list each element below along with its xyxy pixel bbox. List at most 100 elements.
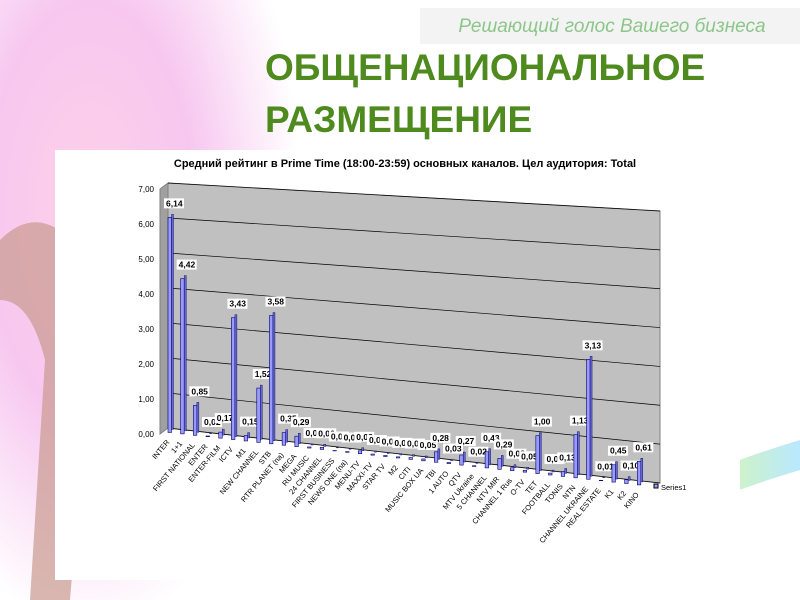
bar xyxy=(408,457,413,460)
y-tick-label: 2,00 xyxy=(138,360,154,369)
value-label: 1,13 xyxy=(572,416,589,426)
bar-side xyxy=(323,444,326,447)
value-label: 0,29 xyxy=(293,417,310,427)
bar-side xyxy=(374,450,377,453)
y-tick-label: 7,00 xyxy=(138,185,154,194)
bar-side xyxy=(615,461,618,480)
value-label: 0,05 xyxy=(407,439,424,449)
y-tick-label: 0,00 xyxy=(138,430,154,439)
value-label-bg xyxy=(214,413,235,424)
value-label-bg xyxy=(379,436,400,447)
value-label-bg xyxy=(341,432,362,443)
bar-side xyxy=(627,476,631,481)
bar-side xyxy=(386,452,390,454)
bar xyxy=(522,469,527,473)
value-label-bg xyxy=(176,259,197,270)
bar-side xyxy=(412,454,415,457)
bar-side xyxy=(272,312,276,441)
value-label: 0,28 xyxy=(432,433,449,443)
value-label-bg xyxy=(202,416,223,427)
value-label: 0,35 xyxy=(280,414,297,424)
bar xyxy=(218,431,223,439)
bar xyxy=(180,278,185,435)
value-label: 0,13 xyxy=(559,452,576,462)
bar-side xyxy=(501,455,504,467)
value-label-bg xyxy=(569,415,590,426)
bar-side xyxy=(183,275,187,432)
value-label-bg xyxy=(417,439,438,450)
bar-side xyxy=(539,432,542,471)
bar xyxy=(307,446,312,449)
bar xyxy=(421,458,426,462)
value-label: 0,08 xyxy=(508,449,525,459)
value-label: 0,01 xyxy=(331,432,348,442)
bar xyxy=(231,317,236,440)
bar-side xyxy=(424,455,428,459)
value-label-bg xyxy=(519,451,540,462)
bar xyxy=(560,471,566,477)
value-label-bg xyxy=(366,435,387,446)
y-tick-label: 6,00 xyxy=(138,220,154,229)
bar xyxy=(396,456,401,459)
value-label: 1,52 xyxy=(255,369,272,379)
bar-side xyxy=(526,467,529,470)
value-label-bg xyxy=(189,386,210,397)
value-label: 0,03 xyxy=(445,444,462,454)
grid-line xyxy=(167,357,661,406)
grid-line xyxy=(167,217,661,251)
value-label: 3,13 xyxy=(585,340,602,350)
value-label-bg xyxy=(227,298,248,309)
value-label-bg xyxy=(455,435,476,446)
bar-side xyxy=(551,469,555,473)
value-label: 1,00 xyxy=(534,417,551,427)
bar-side xyxy=(513,464,517,468)
bar-side xyxy=(437,448,441,460)
bar-side xyxy=(196,402,200,433)
value-label-bg xyxy=(544,454,565,465)
bar xyxy=(484,451,489,469)
value-label-bg xyxy=(316,428,337,439)
bar-side xyxy=(577,431,580,476)
value-label: 0,10 xyxy=(623,461,640,471)
grid-line xyxy=(167,287,661,328)
value-label: 0,03 xyxy=(369,435,386,445)
bar xyxy=(586,359,591,480)
value-label-bg xyxy=(506,448,527,459)
bar xyxy=(611,464,616,483)
bar xyxy=(319,446,325,450)
bar xyxy=(459,454,464,466)
value-label-bg xyxy=(595,461,616,472)
bar-side xyxy=(640,458,644,483)
value-label-bg xyxy=(278,413,299,424)
y-tick-label: 5,00 xyxy=(138,255,154,264)
value-label: 0,27 xyxy=(458,436,475,446)
value-label-bg xyxy=(582,340,603,351)
value-label: 0,02 xyxy=(344,433,361,443)
chart-title: Средний рейтинг в Prime Time (18:00-23:5… xyxy=(174,158,636,170)
value-label: 0,85 xyxy=(191,386,208,396)
value-label-bg xyxy=(265,296,286,307)
value-label: 0,43 xyxy=(483,433,500,443)
value-label: 0,05 xyxy=(547,454,564,464)
bar-side xyxy=(298,432,301,444)
bar-side xyxy=(234,314,238,437)
value-label-bg xyxy=(303,427,324,438)
bar xyxy=(446,462,451,464)
bar xyxy=(243,435,248,442)
value-label: 4,42 xyxy=(179,260,196,270)
bar-side xyxy=(310,443,314,446)
value-label: 0,05 xyxy=(420,440,437,450)
bar xyxy=(624,479,629,484)
value-label-bg xyxy=(164,198,184,209)
bar-side xyxy=(285,429,288,443)
slogan-band xyxy=(420,8,800,44)
value-label: 0,61 xyxy=(635,442,652,452)
value-label: 3,58 xyxy=(267,297,284,307)
value-label-bg xyxy=(468,446,489,457)
value-label: 0,02 xyxy=(204,417,221,427)
value-label: 0,03 xyxy=(306,428,323,438)
grid-line xyxy=(167,182,661,212)
bar-side xyxy=(450,459,453,461)
value-label-bg xyxy=(405,438,425,449)
